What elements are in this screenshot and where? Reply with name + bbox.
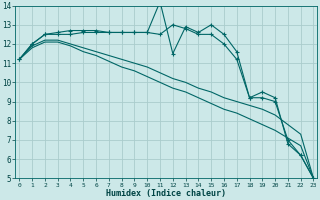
X-axis label: Humidex (Indice chaleur): Humidex (Indice chaleur) bbox=[107, 189, 227, 198]
